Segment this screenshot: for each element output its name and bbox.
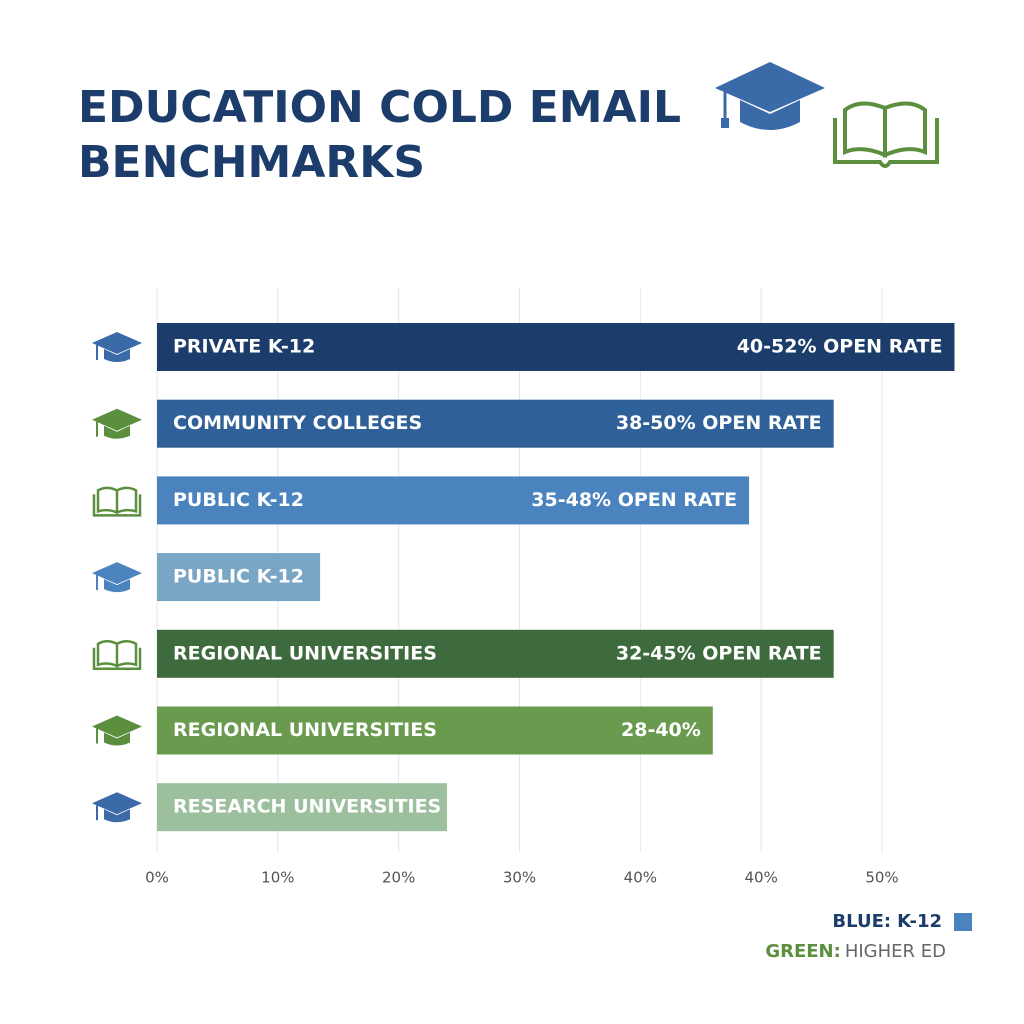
cap-base	[104, 579, 130, 593]
legend-text: HIGHER ED	[845, 941, 946, 962]
bar-label: COMMUNITY COLLEGES	[173, 412, 422, 434]
bar-annotation: 40-52% OPEN RATE	[737, 336, 943, 358]
bar-annotation: 32-45% OPEN RATE	[616, 642, 822, 664]
bar-annotation: 28-40%	[621, 719, 701, 741]
book-icon	[833, 101, 939, 168]
bar	[157, 553, 321, 602]
x-tick-label: 0%	[145, 869, 169, 887]
cap-top	[92, 562, 142, 585]
cap-icon	[92, 562, 142, 593]
bar-label: REGIONAL UNIVERSITIES	[173, 642, 437, 664]
cap-base	[104, 425, 130, 439]
legend-entry: BLUE: K-12	[832, 911, 942, 932]
cap-base	[104, 349, 130, 362]
bar-label: RESEARCH UNIVERSITIES	[173, 796, 441, 818]
legend-key: GREEN:	[765, 941, 841, 962]
book-icon	[92, 640, 142, 671]
bar-label: PRIVATE K-12	[173, 336, 315, 358]
x-tick-label: 40%	[624, 869, 657, 887]
x-tick-label: 50%	[865, 869, 898, 887]
bar	[157, 476, 750, 525]
chart-title: BENCHMARKS	[78, 137, 425, 188]
cap-top	[92, 715, 142, 738]
bar	[157, 706, 713, 755]
book-cover	[92, 494, 142, 517]
cap-base	[104, 732, 130, 746]
cap-icon	[92, 332, 142, 362]
cap-top	[92, 792, 142, 815]
book-pages	[96, 486, 138, 515]
legend-key: BLUE:	[832, 911, 891, 932]
bar	[157, 783, 447, 832]
cap-icon	[92, 715, 142, 746]
x-tick-label: 10%	[261, 869, 294, 887]
x-tick-label: 40%	[744, 869, 777, 887]
bar	[157, 629, 834, 678]
bar-label: PUBLIC K-12	[173, 566, 304, 588]
x-tick-label: 20%	[382, 869, 415, 887]
bar-annotation: 38-50% OPEN RATE	[616, 412, 822, 434]
cap-top	[92, 408, 142, 431]
chart-title: EDUCATION COLD EMAIL	[78, 82, 681, 133]
x-tick-label: 30%	[503, 869, 536, 887]
bar	[157, 399, 834, 448]
bar-annotation: 35-48% OPEN RATE	[531, 489, 737, 511]
book-pages	[96, 640, 138, 668]
legend-swatch	[954, 913, 972, 931]
cap-top	[92, 332, 142, 354]
book-cover	[92, 647, 142, 671]
bar-label: REGIONAL UNIVERSITIES	[173, 719, 437, 741]
legend-text: K-12	[897, 911, 942, 932]
cap-icon	[715, 62, 825, 130]
bar	[157, 323, 955, 371]
legend-entry: GREEN: HIGHER ED	[765, 941, 946, 962]
book-icon	[92, 486, 142, 517]
cap-icon	[92, 792, 142, 823]
bar-label: PUBLIC K-12	[173, 489, 304, 511]
cap-icon	[92, 408, 142, 439]
cap-base	[104, 809, 130, 823]
